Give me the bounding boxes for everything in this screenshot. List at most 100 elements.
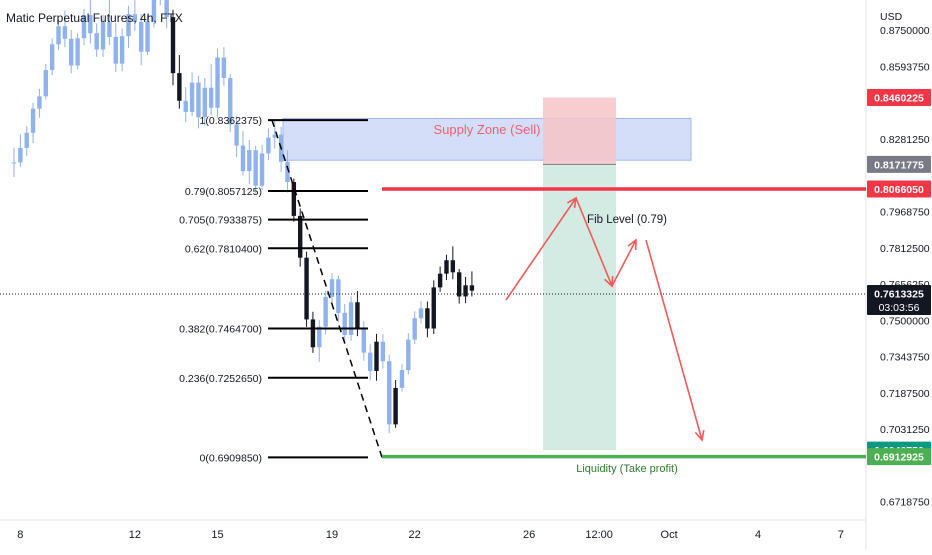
price-badge [867, 180, 931, 198]
candle-body [18, 147, 23, 163]
candle-body [113, 36, 118, 64]
price-tick-label: 0.7812500 [880, 243, 930, 255]
supply-zone-label: Supply Zone (Sell) [434, 122, 541, 137]
price-tick-label: 0.7968750 [880, 207, 930, 219]
candle-body [457, 272, 462, 297]
candle-body [88, 15, 93, 34]
candle-body [119, 36, 125, 64]
candle-body [81, 15, 87, 39]
price-tick-label: 0.7343750 [880, 352, 930, 364]
take-profit-zone [543, 164, 616, 451]
fib-level-label: 0.705(0.7933875) [179, 215, 262, 227]
arrow-head [694, 430, 705, 442]
candle-body [132, 14, 138, 22]
price-badge [867, 285, 931, 316]
candle-body [393, 387, 398, 425]
candle-body [228, 78, 233, 125]
candle-body [285, 161, 290, 182]
price-badge-value: 0.7613325 [874, 289, 924, 301]
candle-body [412, 318, 417, 340]
candle-body [444, 260, 449, 274]
candle-body [304, 257, 309, 320]
candle-body [177, 73, 182, 101]
candle-body [399, 370, 405, 388]
candle-body [151, 0, 157, 22]
candle-body [240, 145, 246, 172]
fib-level-label: 0.62(0.7810400) [185, 243, 262, 255]
candle-body [215, 57, 220, 108]
price-tick-label: 0.8281250 [880, 134, 930, 146]
candle-body [310, 319, 316, 348]
candle-body [406, 339, 411, 371]
projection-arrow [611, 239, 637, 287]
candle-body [355, 302, 360, 328]
price-tick-label: 0.7500000 [880, 315, 930, 327]
candle-body [189, 82, 195, 112]
candle-body [183, 100, 188, 112]
price-badge-countdown: 03:03:56 [879, 302, 920, 314]
stop-loss-zone [543, 97, 616, 165]
projection-arrow [645, 239, 703, 441]
currency-label: USD [880, 11, 903, 23]
candle-body [374, 341, 379, 371]
candle-body [94, 33, 99, 50]
candle-body [202, 87, 207, 118]
candle-body [208, 87, 214, 108]
candle-body [69, 38, 74, 66]
candle-body [418, 308, 424, 319]
candle-body [49, 44, 55, 71]
price-badge [867, 155, 931, 173]
candle-body [145, 21, 150, 52]
price-badge [867, 88, 931, 106]
fib-level-label: 0.236(0.7252650) [179, 373, 262, 385]
candle-body [348, 302, 354, 335]
candle-body [107, 22, 112, 37]
fib-level-label: 1(0.8362375) [200, 115, 262, 127]
fib-trendline [271, 119, 383, 458]
time-tick-label: 12 [129, 529, 141, 541]
time-tick-label: 4 [755, 529, 761, 541]
candle-body [253, 150, 258, 186]
time-tick-label: 8 [17, 529, 23, 541]
candle-body [323, 296, 328, 327]
fib-level-079-label: Fib Level (0.79) [587, 214, 667, 226]
candle-body [437, 273, 443, 288]
candle-body [380, 341, 386, 362]
candle-body [272, 134, 277, 138]
symbol-title: Matic Perpetual Futures, 4h, FTX [6, 11, 183, 25]
price-badge [867, 448, 931, 466]
candle-body [329, 279, 335, 297]
candle-body [247, 150, 252, 172]
price-badge-value: 0.8460225 [874, 92, 924, 104]
candle-body [11, 162, 17, 164]
price-badge-value: 0.8171775 [874, 159, 924, 171]
projection-arrow [575, 197, 613, 287]
candle-body [342, 312, 347, 335]
candle-body [450, 260, 456, 273]
candle-body [170, 17, 176, 74]
price-tick-label: 0.6718750 [880, 497, 930, 509]
candle-body [259, 153, 265, 186]
price-tick-label: 0.8750000 [880, 25, 930, 37]
time-tick-label: 15 [211, 529, 223, 541]
price-tick-label: 0.7187500 [880, 388, 930, 400]
candle-body [100, 22, 106, 50]
candle-body [126, 14, 131, 37]
candle-body [431, 287, 436, 329]
candle-body [469, 285, 475, 291]
candle-body [221, 57, 227, 78]
fib-level-label: 0.79(0.8057125) [185, 186, 262, 198]
time-tick-label: 26 [523, 529, 535, 541]
candle-body [56, 26, 61, 45]
time-tick-label: 7 [838, 529, 844, 541]
candle-body [75, 38, 80, 66]
time-tick-label: 19 [326, 529, 338, 541]
projection-arrow [505, 197, 577, 301]
price-tick-label: 0.7031250 [880, 424, 930, 436]
fib-level-label: 0.382(0.7464700) [179, 324, 262, 336]
candle-body [463, 285, 468, 297]
candle-body [298, 215, 303, 258]
candle-body [387, 361, 392, 425]
